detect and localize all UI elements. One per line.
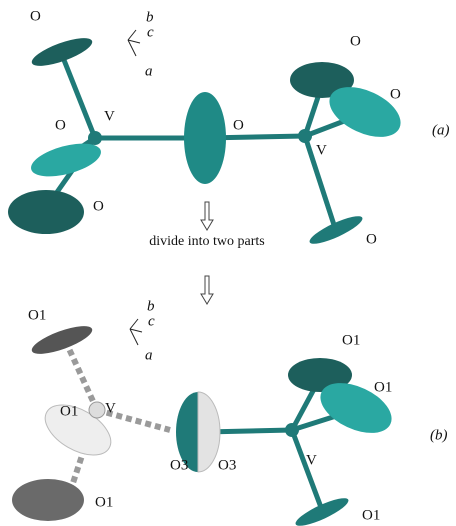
atom-label: V xyxy=(105,400,116,416)
panel-label: (a) xyxy=(432,122,450,138)
atom-label: O1 xyxy=(60,403,78,419)
axis-label: a xyxy=(145,63,153,79)
atom-label: V xyxy=(306,452,317,468)
transition-text: divide into two parts xyxy=(149,234,265,249)
atom-label: O3 xyxy=(218,457,236,473)
atom-label: V xyxy=(316,142,327,158)
atom-label: O1 xyxy=(95,494,113,510)
atom-label: O1 xyxy=(28,307,46,323)
axis-label: b xyxy=(146,9,154,25)
atom-label: O3 xyxy=(170,457,188,473)
axis-label: c xyxy=(148,313,155,329)
panel-label: (b) xyxy=(430,427,448,443)
axis-label: a xyxy=(145,347,153,363)
panel-b-structure xyxy=(12,319,399,526)
atom-label: O xyxy=(350,33,361,49)
atom-label: O xyxy=(93,198,104,214)
axis-label: b xyxy=(147,298,155,314)
atom-label: O xyxy=(233,117,244,133)
atom-label: O xyxy=(55,117,66,133)
atom-label: O1 xyxy=(362,507,380,523)
atom-label: O xyxy=(390,86,401,102)
atom-label: O1 xyxy=(342,332,360,348)
atom-label: O xyxy=(366,231,377,247)
axis-label: c xyxy=(147,24,154,40)
arrows xyxy=(201,202,213,304)
atom-label: O1 xyxy=(374,379,392,395)
atom-label: O xyxy=(30,8,41,24)
atom-label: V xyxy=(104,108,115,124)
diagram: b c a O O V O O O O V O (a) divide into … xyxy=(0,0,456,526)
